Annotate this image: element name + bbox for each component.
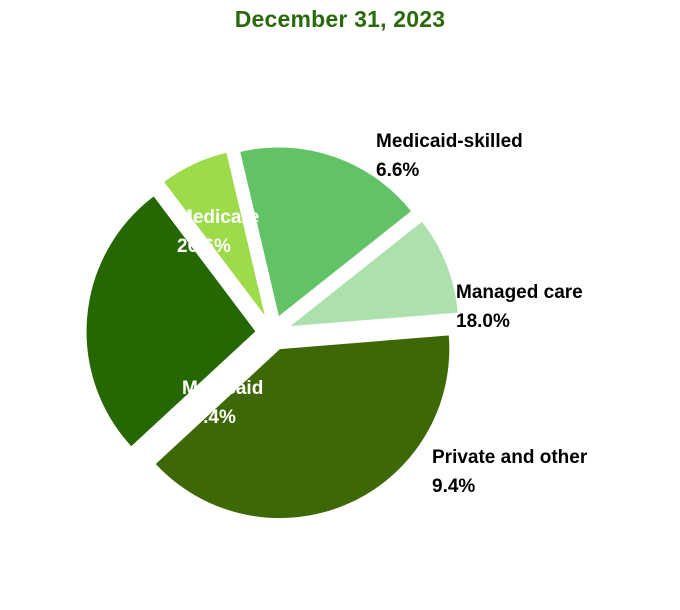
label-managed-care-value: 18.0% [456, 311, 510, 332]
label-private-and-other-category: Private and other [432, 447, 588, 468]
label-medicaid-skilled: Medicaid-skilled 6.6% [376, 131, 523, 181]
chart-title: December 31, 2023 [234, 6, 446, 32]
pie-labels: Medicaid-skilled 6.6% Managed care 18.0% Pri… [177, 131, 588, 497]
slice-private-and-other [287, 220, 459, 328]
label-medicaid-value: 39.4% [182, 407, 236, 428]
slice-medicaid-skilled [162, 151, 267, 318]
label-medicaid-category: Medicaid [182, 378, 263, 399]
slice-managed-care [239, 146, 413, 318]
label-managed-care: Managed care 18.0% [456, 282, 583, 332]
label-medicare-value: 26.6% [177, 236, 231, 257]
label-medicaid: Medicaid 39.4% [182, 378, 263, 428]
label-medicaid-skilled-value: 6.6% [376, 160, 419, 181]
slice-medicaid [154, 334, 451, 520]
label-private-and-other: Private and other 9.4% [432, 447, 588, 497]
label-medicare: Medicare 26.6% [177, 207, 259, 257]
pie-slices [85, 146, 459, 520]
label-private-and-other-value: 9.4% [432, 476, 475, 497]
label-medicaid-skilled-category: Medicaid-skilled [376, 131, 523, 152]
slice-medicare [85, 195, 257, 448]
label-managed-care-category: Managed care [456, 282, 583, 303]
label-medicare-category: Medicare [177, 207, 259, 228]
